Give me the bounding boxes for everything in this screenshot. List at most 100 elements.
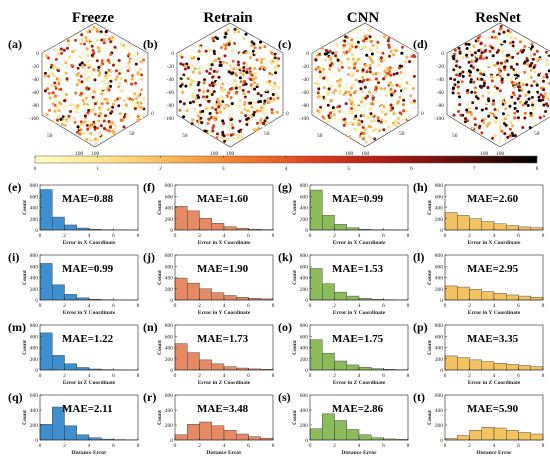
- histogram-bar: [187, 282, 200, 301]
- scatter-point: [471, 126, 475, 130]
- scatter-point: [326, 92, 330, 96]
- scatter-point: [210, 81, 214, 85]
- scatter-point: [180, 87, 184, 92]
- histogram-bar: [199, 421, 212, 441]
- scatter-point: [529, 54, 533, 58]
- scatter-point: [487, 91, 491, 95]
- x-tick-label: 100: [75, 151, 84, 157]
- scatter-point: [453, 77, 457, 82]
- scatter-point: [208, 71, 212, 76]
- scatter-point: [470, 115, 474, 119]
- x-tick-label: 2: [63, 303, 66, 309]
- scatter-point: [223, 88, 227, 92]
- scatter-point: [50, 68, 54, 72]
- scatter-point: [52, 86, 56, 90]
- scatter-point: [126, 69, 130, 73]
- scatter-point: [253, 80, 257, 85]
- scatter-point: [392, 53, 396, 57]
- scatter-point: [347, 42, 351, 46]
- scatter-point: [215, 111, 219, 115]
- x-tick-label: 0: [309, 373, 312, 379]
- y-tick-label: 0: [440, 298, 443, 304]
- y-tick-label: 200: [435, 287, 444, 293]
- x-tick-label: 6: [517, 443, 520, 449]
- histogram-bar: [76, 434, 90, 441]
- scatter-point: [82, 131, 86, 135]
- scatter-point: [261, 121, 265, 125]
- scatter-point: [371, 129, 375, 133]
- scatter-point: [482, 121, 486, 125]
- scatter-point: [270, 99, 274, 103]
- scatter-point: [103, 32, 107, 37]
- scatter-point: [469, 64, 473, 68]
- scatter-point: [458, 87, 463, 92]
- y-tick-label: 200: [300, 217, 309, 223]
- histogram-bar: [52, 284, 65, 301]
- scatter-point: [220, 89, 224, 93]
- scatter-point: [89, 137, 93, 141]
- x-axis-label: Distance Error: [476, 450, 512, 456]
- scatter-point: [193, 67, 197, 71]
- scatter-point: [89, 41, 93, 45]
- scatter-point: [519, 49, 523, 53]
- scatter-point: [376, 40, 380, 45]
- scatter-point: [488, 44, 492, 48]
- x-tick-label: 2: [63, 233, 66, 239]
- scatter-point: [322, 76, 326, 80]
- scatter-point: [485, 124, 489, 128]
- scatter-point: [91, 48, 95, 53]
- scatter-point: [456, 109, 461, 114]
- scatter-point: [361, 68, 365, 72]
- scatter-point: [352, 66, 356, 70]
- scatter-point: [136, 56, 140, 61]
- scatter-point: [456, 80, 460, 84]
- scatter-point: [314, 101, 318, 105]
- scatter-point: [389, 49, 393, 53]
- scatter-point: [270, 72, 274, 77]
- scatter-point: [78, 55, 82, 59]
- scatter-point: [338, 118, 342, 123]
- scatter-point: [73, 38, 78, 43]
- scatter-point: [223, 139, 227, 143]
- y-tick-label: 100: [226, 151, 235, 157]
- histogram-bar: [469, 430, 482, 441]
- y-tick-label: 800: [30, 323, 39, 329]
- scatter-point: [504, 123, 508, 127]
- scatter-point: [219, 45, 223, 50]
- x-axis-label: Distance Error: [71, 450, 107, 456]
- scatter-point: [248, 71, 252, 75]
- scatter-point: [359, 27, 363, 31]
- panel-label: (o): [278, 320, 292, 334]
- scatter-point: [276, 64, 281, 68]
- x-tick-label: 0: [174, 303, 177, 309]
- y-tick-label: 0: [305, 228, 308, 234]
- scatter-point: [336, 58, 340, 63]
- scatter-point: [227, 70, 231, 74]
- scatter-point: [70, 50, 75, 54]
- scatter-point: [80, 33, 84, 37]
- scatter-point: [53, 48, 57, 52]
- scatter-point: [463, 120, 467, 124]
- scatter-point: [358, 61, 362, 65]
- scatter-point: [82, 102, 86, 106]
- scatter-point: [205, 69, 209, 73]
- scatter-point: [473, 86, 477, 90]
- scatter-point: [383, 74, 387, 79]
- scatter-point: [64, 61, 68, 65]
- colorbar-tick-label: 3: [222, 166, 225, 172]
- scatter-point: [130, 77, 134, 81]
- scatter-point: [109, 98, 113, 103]
- scatter-point: [449, 76, 453, 81]
- scatter-point: [230, 101, 234, 106]
- scatter-point: [539, 86, 544, 90]
- scatter-point: [480, 108, 484, 112]
- scatter-point: [513, 106, 517, 111]
- x-tick-label: 6: [382, 443, 385, 449]
- scatter-point: [202, 90, 206, 94]
- scatter-point: [105, 98, 109, 102]
- scatter-point: [235, 67, 239, 71]
- x-tick-label: 0: [39, 373, 42, 379]
- scatter-point: [483, 117, 487, 121]
- scatter-point: [350, 98, 354, 103]
